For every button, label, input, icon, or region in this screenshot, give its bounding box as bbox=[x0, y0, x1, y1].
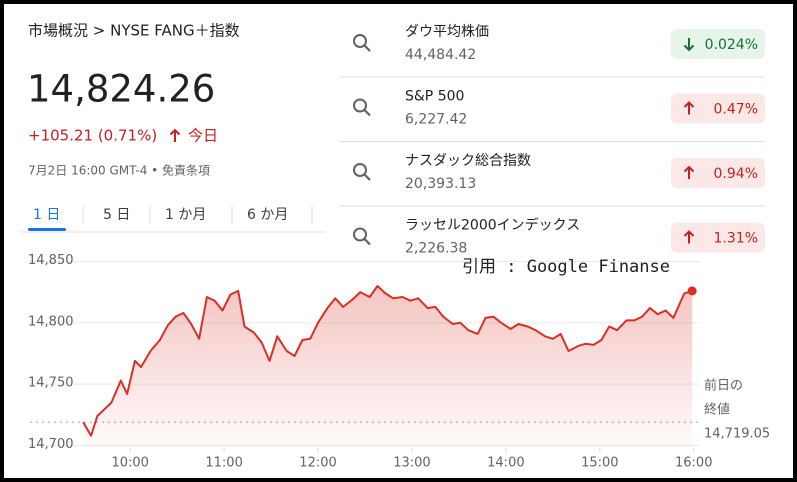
x-tick-label: 10:00 bbox=[111, 456, 148, 471]
x-tick-label: 15:00 bbox=[581, 456, 618, 471]
change-badge bbox=[671, 222, 765, 253]
quote-name: ダウ平均株価 bbox=[405, 24, 489, 40]
quote-name: S&P 500 bbox=[405, 89, 464, 105]
quote-name: ナスダック総合指数 bbox=[405, 153, 531, 169]
arrow-icon bbox=[683, 38, 695, 52]
y-tick-label: 14,850 bbox=[28, 253, 74, 268]
tab[interactable]: 1 か月 bbox=[165, 207, 206, 223]
change-badge-text: 0.47% bbox=[714, 102, 758, 118]
y-tick-label: 14,750 bbox=[28, 376, 74, 391]
previous-close-title: 終値 bbox=[704, 402, 730, 418]
search-icon bbox=[353, 163, 367, 177]
quote-value: 20,393.13 bbox=[405, 176, 476, 192]
x-tick-label: 12:00 bbox=[299, 456, 336, 471]
search-icon bbox=[363, 173, 371, 181]
tab[interactable]: 5 日 bbox=[103, 207, 130, 223]
tab-indicator bbox=[28, 228, 66, 231]
change-badge bbox=[671, 158, 765, 188]
quote-row[interactable]: S&P 500 6,227.42 0.47% bbox=[340, 89, 765, 142]
arrow-icon bbox=[683, 230, 695, 244]
change-badge-text: 1.31% bbox=[714, 231, 758, 247]
watermark: 引用 : Google Finanse bbox=[462, 257, 670, 277]
previous-close-label: 14,719.05 bbox=[704, 427, 770, 442]
y-tick-label: 14,800 bbox=[28, 314, 74, 329]
quote-value: 44,484.42 bbox=[405, 47, 476, 63]
change-badge bbox=[671, 29, 765, 59]
x-tick-label: 14:00 bbox=[487, 456, 524, 471]
search-icon bbox=[363, 44, 371, 52]
quote-row[interactable]: ナスダック総合指数 20,393.13 0.94% bbox=[340, 153, 765, 207]
change-period: 今日 bbox=[188, 127, 218, 145]
change: +105.21 (0.71%) bbox=[28, 127, 157, 145]
arrow-icon bbox=[169, 128, 181, 142]
quote-row[interactable]: ダウ平均株価 44,484.42 0.024% bbox=[340, 24, 765, 78]
tab[interactable]: 1 日 bbox=[33, 207, 60, 223]
arrow-icon bbox=[683, 101, 695, 115]
quote-name: ラッセル2000インデックス bbox=[405, 217, 580, 234]
end-point bbox=[687, 286, 697, 296]
x-tick-label: 16:00 bbox=[675, 456, 712, 471]
quote-row[interactable]: ラッセル2000インデックス 2,226.38 1.31% bbox=[353, 217, 765, 257]
arrow-icon bbox=[683, 165, 695, 179]
quote-value: 2,226.38 bbox=[405, 241, 467, 257]
change-arrow bbox=[169, 128, 181, 142]
quote-value: 6,227.42 bbox=[405, 112, 467, 128]
change-badge bbox=[671, 93, 765, 124]
price: 14,824.26 bbox=[27, 68, 215, 111]
change-badge-text: 0.94% bbox=[714, 166, 758, 182]
search-icon bbox=[353, 227, 367, 242]
x-tick-label: 13:00 bbox=[393, 456, 430, 471]
previous-close-title: 前日の bbox=[704, 378, 743, 394]
info: 7月2日 16:00 GMT-4 • 免責条項 bbox=[28, 163, 210, 178]
search-icon bbox=[363, 109, 371, 117]
search-icon bbox=[353, 34, 367, 48]
search-icon bbox=[363, 238, 371, 246]
line bbox=[82, 285, 693, 437]
search-icon bbox=[353, 98, 367, 113]
area bbox=[83, 286, 693, 448]
y-tick-label: 14,700 bbox=[28, 437, 74, 452]
change-badge-text: 0.024% bbox=[705, 37, 758, 53]
breadcrumb[interactable]: 市場概況 > NYSE FANG＋指数 bbox=[28, 22, 240, 40]
tab[interactable]: 6 か月 bbox=[247, 207, 288, 223]
x-tick-label: 11:00 bbox=[205, 456, 242, 471]
